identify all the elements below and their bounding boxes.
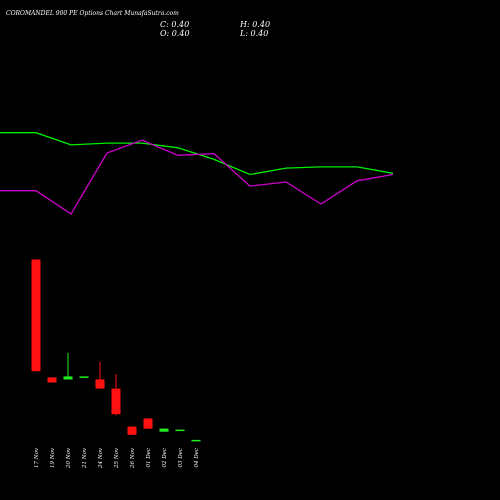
- candle-body: [175, 429, 185, 432]
- high-value: H: 0.40: [240, 20, 271, 29]
- close-value: C: 0.40: [160, 20, 190, 29]
- candle-body: [47, 377, 57, 383]
- candle-body: [143, 418, 153, 429]
- candle-body: [191, 439, 201, 442]
- x-tick-label: 19 Nov: [50, 447, 56, 468]
- indicator-line-2: [0, 139, 394, 215]
- low-value: L: 0.40: [240, 29, 269, 38]
- indicator-line-1: [0, 132, 394, 176]
- x-tick-label: 25 Nov: [114, 447, 120, 469]
- chart-title: COROMANDEL 900 PE Options Chart MunafaSu…: [6, 10, 179, 17]
- x-tick-label: 24 Nov: [98, 447, 104, 469]
- x-tick-label: 20 Nov: [66, 447, 72, 469]
- candle-body: [159, 428, 169, 432]
- x-tick-label: 26 Nov: [130, 447, 136, 469]
- candle-body: [79, 376, 89, 378]
- x-tick-label: 02 Dec: [162, 448, 168, 468]
- x-tick-label: 17 Nov: [34, 447, 40, 468]
- x-tick-label: 21 Nov: [82, 447, 88, 469]
- candle-body: [95, 379, 105, 389]
- x-tick-label: 01 Dec: [146, 448, 152, 468]
- candle-body: [31, 259, 41, 372]
- candle-body: [127, 426, 137, 435]
- open-value: O: 0.40: [160, 29, 190, 38]
- candle-body: [111, 388, 121, 415]
- candle-body: [63, 376, 73, 380]
- x-tick-label: 03 Dec: [178, 448, 184, 468]
- x-tick-label: 04 Dec: [194, 448, 200, 468]
